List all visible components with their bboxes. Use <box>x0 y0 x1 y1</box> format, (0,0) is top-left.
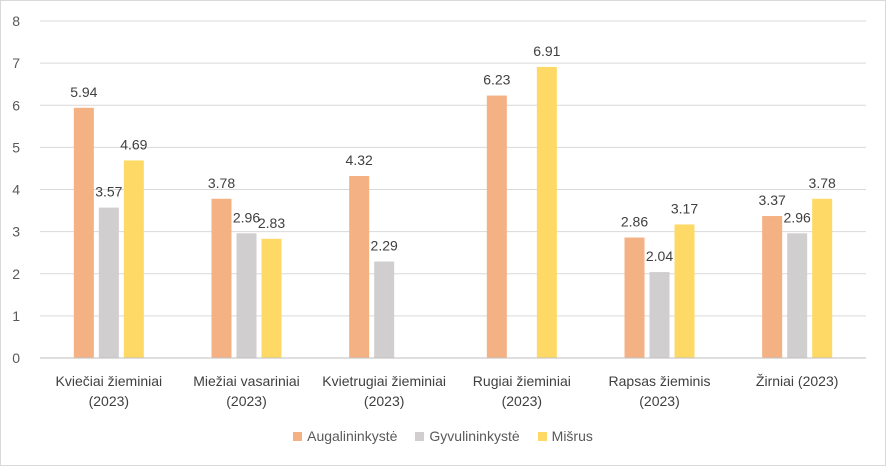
y-tick-label-0: 0 <box>12 350 20 366</box>
bar-1-6 <box>762 216 783 358</box>
y-tick-label-6: 6 <box>12 97 20 113</box>
y-tick-label-4: 4 <box>12 182 20 198</box>
legend: Augalininkystė Gyvulininkystė Mišrus <box>0 428 886 444</box>
data-label-2-6: 2.96 <box>784 209 811 225</box>
data-label-2-2: 2.96 <box>233 209 260 225</box>
category-label-5-line-2: (2023) <box>639 393 679 409</box>
category-label-3-line-1: Kvietrugiai žieminiai <box>322 373 446 389</box>
data-label-2-3: 2.29 <box>371 238 398 254</box>
data-label-2-1: 3.57 <box>95 184 122 200</box>
data-label-3-2: 2.83 <box>258 215 285 231</box>
data-label-2-5: 2.04 <box>646 248 673 264</box>
data-label-1-2: 3.78 <box>208 175 235 191</box>
legend-label-gyvulininkyste: Gyvulininkystė <box>429 428 520 444</box>
data-label-1-5: 2.86 <box>621 214 648 230</box>
data-label-3-4: 6.91 <box>533 43 560 59</box>
data-label-3-5: 3.17 <box>671 200 698 216</box>
y-tick-label-1: 1 <box>12 308 20 324</box>
bar-chart: 0 1 2 3 4 5 6 7 8 5.94 3.57 4.69 Kviečiai žieminiai (… <box>12 13 866 409</box>
data-label-1-1: 5.94 <box>70 84 97 100</box>
legend-item-gyvulininkyste: Gyvulininkystė <box>415 428 520 444</box>
data-label-1-6: 3.37 <box>759 192 786 208</box>
bar-2-1 <box>98 207 119 358</box>
category-label-6-line-1: Žirniai (2023) <box>756 373 838 389</box>
category-label-4-line-1: Rugiai žieminiai <box>473 373 571 389</box>
legend-item-augalininkyste: Augalininkystė <box>293 428 397 444</box>
bar-1-3 <box>349 176 370 358</box>
bar-2-6 <box>787 233 808 358</box>
legend-item-misrus: Mišrus <box>537 428 593 444</box>
category-label-4-line-2: (2023) <box>502 393 542 409</box>
data-label-3-6: 3.78 <box>809 175 836 191</box>
bar-2-2 <box>236 233 257 358</box>
category-label-3-line-2: (2023) <box>364 393 404 409</box>
legend-label-augalininkyste: Augalininkystė <box>307 428 398 444</box>
legend-swatch-gyvulininkyste <box>415 431 425 441</box>
bar-1-2 <box>211 198 232 358</box>
category-label-2-line-1: Miežiai vasariniai <box>193 373 300 389</box>
category-label-1-line-2: (2023) <box>89 393 129 409</box>
data-label-1-4: 6.23 <box>483 72 510 88</box>
category-label-1-line-1: Kviečiai žieminiai <box>56 373 163 389</box>
legend-label-misrus: Mišrus <box>551 428 593 444</box>
y-tick-label-5: 5 <box>12 139 20 155</box>
bar-3-6 <box>812 198 833 358</box>
bar-1-1 <box>73 107 94 358</box>
bar-2-3 <box>374 261 395 358</box>
bar-3-4 <box>536 66 557 358</box>
legend-swatch-misrus <box>537 431 547 441</box>
category-label-2-line-2: (2023) <box>226 393 266 409</box>
bar-1-4 <box>486 95 507 358</box>
y-tick-label-8: 8 <box>12 13 20 29</box>
data-label-1-3: 4.32 <box>346 152 373 168</box>
bar-1-5 <box>624 237 645 358</box>
bar-3-1 <box>123 160 144 358</box>
bar-2-5 <box>649 272 670 358</box>
y-tick-label-3: 3 <box>12 224 20 240</box>
bar-3-5 <box>674 224 695 358</box>
bar-3-2 <box>261 238 282 358</box>
legend-swatch-augalininkyste <box>293 431 303 441</box>
y-tick-label-2: 2 <box>12 266 20 282</box>
category-label-5-line-1: Rapsas žieminis <box>609 373 711 389</box>
y-tick-label-7: 7 <box>12 55 20 71</box>
data-label-3-1: 4.69 <box>120 136 147 152</box>
